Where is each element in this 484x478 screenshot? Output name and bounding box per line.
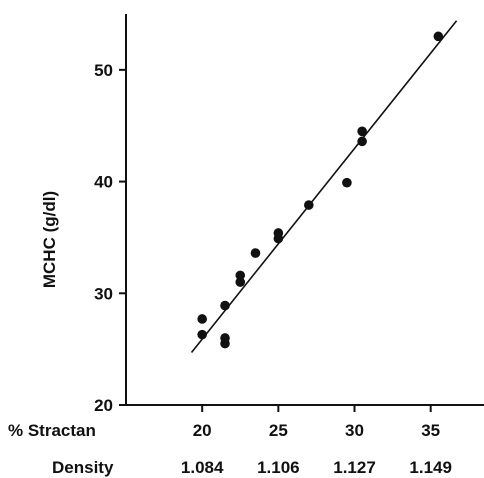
data-point xyxy=(273,228,284,238)
x-tick-label-stractan: 20 xyxy=(193,421,212,440)
x-ticks: 20 1.084 25 1.106 30 1.127 35 1.149 xyxy=(181,405,452,477)
x-axis-row-label-density: Density xyxy=(52,458,114,477)
y-tick-label: 20 xyxy=(94,396,113,415)
y-tick-label: 40 xyxy=(94,173,113,192)
data-point xyxy=(342,177,352,188)
data-points xyxy=(197,31,444,349)
plot-area xyxy=(190,20,458,353)
x-tick-label-stractan: 35 xyxy=(421,421,440,440)
x-tick-label-density: 1.127 xyxy=(333,458,376,477)
data-point xyxy=(220,333,230,343)
data-point xyxy=(433,31,444,42)
x-tick-label-density: 1.149 xyxy=(409,458,452,477)
x-tick-label-stractan: 30 xyxy=(345,421,364,440)
x-tick-label-density: 1.106 xyxy=(257,458,300,477)
data-point xyxy=(304,200,314,210)
x-axis-row-label-stractan: % Stractan xyxy=(8,421,96,440)
y-tick-label: 50 xyxy=(94,61,113,80)
data-point xyxy=(220,300,230,311)
y-axis: 20 30 40 50 MCHC (g/dl) xyxy=(40,14,127,415)
x-tick-label-density: 1.084 xyxy=(181,458,224,477)
data-point xyxy=(197,329,207,340)
y-tick-label: 30 xyxy=(94,284,113,303)
y-ticks: 20 30 40 50 xyxy=(94,61,126,415)
regression-line xyxy=(190,20,458,353)
data-point xyxy=(357,136,367,147)
data-point xyxy=(197,314,207,324)
data-point xyxy=(250,248,261,258)
x-tick-label-stractan: 25 xyxy=(269,421,288,440)
data-point xyxy=(235,277,246,287)
data-point xyxy=(357,126,367,137)
y-axis-title: MCHC (g/dl) xyxy=(40,191,59,288)
data-point xyxy=(235,270,246,281)
